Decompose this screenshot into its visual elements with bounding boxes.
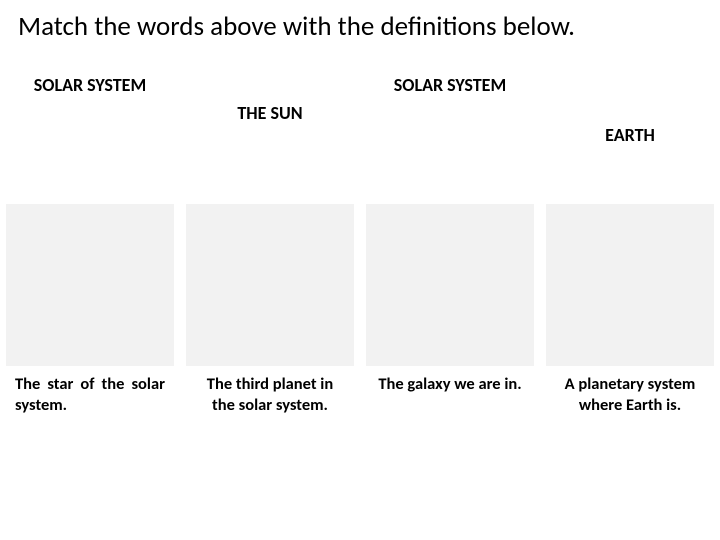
- word-cell: EARTH: [540, 70, 720, 200]
- definition-text: A planetary system where Earth is.: [555, 374, 705, 417]
- match-grid: SOLAR SYSTEM THE SUN SOLAR SYSTEM EARTH …: [0, 70, 720, 510]
- blank-cell: [366, 204, 534, 366]
- word-cell: SOLAR SYSTEM: [0, 70, 180, 200]
- definition-text: The galaxy we are in.: [378, 374, 521, 395]
- definition-cell: The star of the solar system.: [0, 370, 180, 510]
- slide: Match the words above with the definitio…: [0, 0, 720, 540]
- blank-cell: [6, 204, 174, 366]
- definition-text: The third planet in the solar system.: [195, 374, 345, 417]
- definition-cell: The third planet in the solar system.: [180, 370, 360, 510]
- definition-cell: A planetary system where Earth is.: [540, 370, 720, 510]
- word-label: EARTH: [605, 124, 655, 147]
- word-label: THE SUN: [237, 74, 302, 125]
- page-title: Match the words above with the definitio…: [18, 10, 702, 43]
- word-label: SOLAR SYSTEM: [34, 74, 146, 97]
- definition-cell: The galaxy we are in.: [360, 370, 540, 510]
- blank-cell: [546, 204, 714, 366]
- definition-text: The star of the solar system.: [15, 374, 165, 417]
- blank-cell: [186, 204, 354, 366]
- word-label: SOLAR SYSTEM: [394, 74, 506, 97]
- word-cell: THE SUN: [180, 70, 360, 200]
- word-cell: SOLAR SYSTEM: [360, 70, 540, 200]
